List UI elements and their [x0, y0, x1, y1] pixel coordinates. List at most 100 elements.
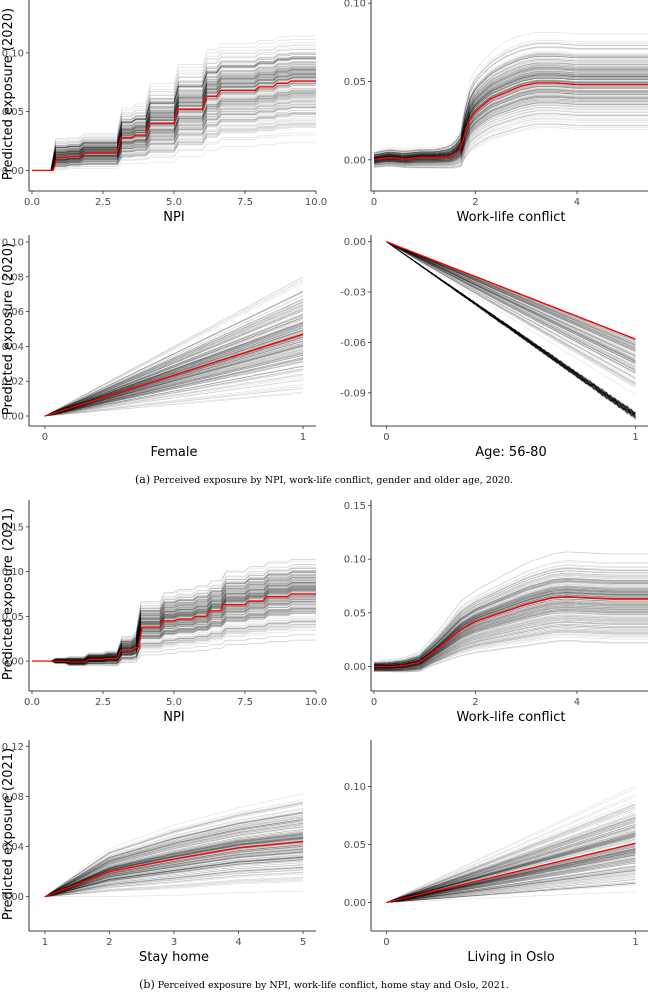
- ice-line: [32, 76, 316, 171]
- ice-line: [373, 71, 648, 159]
- ice-line: [386, 241, 636, 384]
- ice-line: [44, 833, 304, 897]
- ice-line: [44, 812, 304, 897]
- ice-line: [32, 97, 316, 171]
- ice-line: [32, 606, 316, 664]
- ice-line: [373, 68, 648, 158]
- ice-line: [373, 51, 648, 155]
- ice-line: [373, 46, 648, 154]
- ice-line: [386, 241, 636, 417]
- ice-line: [32, 64, 316, 171]
- ice-line: [32, 584, 316, 662]
- ice-line: [386, 860, 636, 903]
- ice-line: [373, 574, 648, 665]
- ice-line: [44, 844, 304, 897]
- ice-line: [386, 241, 636, 380]
- ice-line: [373, 586, 648, 666]
- ice-line: [32, 66, 316, 171]
- ice-line: [32, 578, 316, 662]
- ice-line: [373, 575, 648, 665]
- ice-line: [386, 241, 636, 347]
- ice-line: [44, 857, 304, 897]
- ice-line: [386, 852, 636, 903]
- ice-line: [386, 241, 636, 415]
- ice-line: [386, 877, 636, 903]
- ice-line: [386, 806, 636, 903]
- ice-line: [32, 74, 316, 171]
- ice-curves: [373, 551, 648, 673]
- ice-line: [386, 837, 636, 903]
- x-tick-label: 1: [632, 937, 638, 948]
- ice-line: [386, 834, 636, 903]
- ice-line: [374, 598, 648, 668]
- ice-line: [32, 621, 316, 665]
- ice-line: [44, 349, 304, 417]
- ice-line: [386, 867, 636, 903]
- ice-line: [373, 57, 648, 156]
- ice-line: [386, 884, 636, 903]
- ice-line: [386, 853, 636, 903]
- ice-line: [44, 825, 304, 897]
- ice-line: [386, 241, 636, 414]
- ice-line: [386, 241, 636, 384]
- ice-line: [373, 92, 648, 162]
- ice-line: [386, 824, 636, 903]
- ice-line: [373, 88, 648, 162]
- ice-line: [32, 574, 316, 662]
- pdp-mean-line: [44, 840, 304, 898]
- ice-line: [386, 241, 636, 347]
- ice-line: [32, 571, 316, 662]
- ice-line: [44, 342, 304, 417]
- ice-line: [32, 69, 316, 171]
- ice-line: [374, 605, 648, 668]
- ice-line: [44, 348, 304, 417]
- ice-line: [374, 598, 648, 668]
- ice-line: [386, 830, 636, 903]
- ice-line: [386, 241, 636, 375]
- ice-line: [386, 241, 636, 362]
- y-axis-label: Predicted exposure (2021): [1, 508, 16, 680]
- ice-line: [386, 832, 636, 903]
- ice-line: [32, 576, 316, 662]
- ice-line: [44, 324, 304, 417]
- ice-line: [32, 92, 316, 171]
- ice-line: [32, 608, 316, 664]
- ice-line: [44, 352, 304, 417]
- ice-line: [32, 73, 316, 171]
- ice-line: [373, 64, 648, 157]
- ice-line: [44, 310, 304, 417]
- ice-line: [32, 57, 316, 171]
- pdp-mean-line: [32, 80, 316, 172]
- ice-line: [44, 849, 304, 897]
- ice-line: [374, 610, 648, 669]
- ice-line: [32, 95, 316, 171]
- ice-line: [373, 586, 648, 666]
- ice-line: [32, 93, 316, 171]
- ice-line: [386, 873, 636, 903]
- x-tick-label: 1: [42, 937, 48, 948]
- ice-line: [373, 72, 648, 159]
- ice-line: [32, 106, 316, 171]
- ice-line: [44, 317, 304, 417]
- ice-line: [386, 809, 636, 903]
- ice-line: [32, 571, 316, 662]
- ice-line: [386, 241, 636, 418]
- ice-line: [386, 824, 636, 903]
- x-tick-label: 2: [472, 197, 478, 208]
- ice-line: [386, 851, 636, 903]
- ice-line: [373, 102, 648, 164]
- ice-line: [386, 835, 636, 903]
- ice-line: [373, 62, 648, 157]
- ice-line: [44, 851, 304, 897]
- ice-line: [32, 95, 316, 171]
- ice-line: [44, 300, 304, 417]
- ice-line: [373, 86, 648, 161]
- ice-line: [32, 575, 316, 662]
- ice-line: [386, 848, 636, 903]
- ice-line: [386, 241, 636, 370]
- ice-line: [386, 241, 636, 357]
- ice-line: [386, 825, 636, 903]
- ice-line: [386, 241, 636, 349]
